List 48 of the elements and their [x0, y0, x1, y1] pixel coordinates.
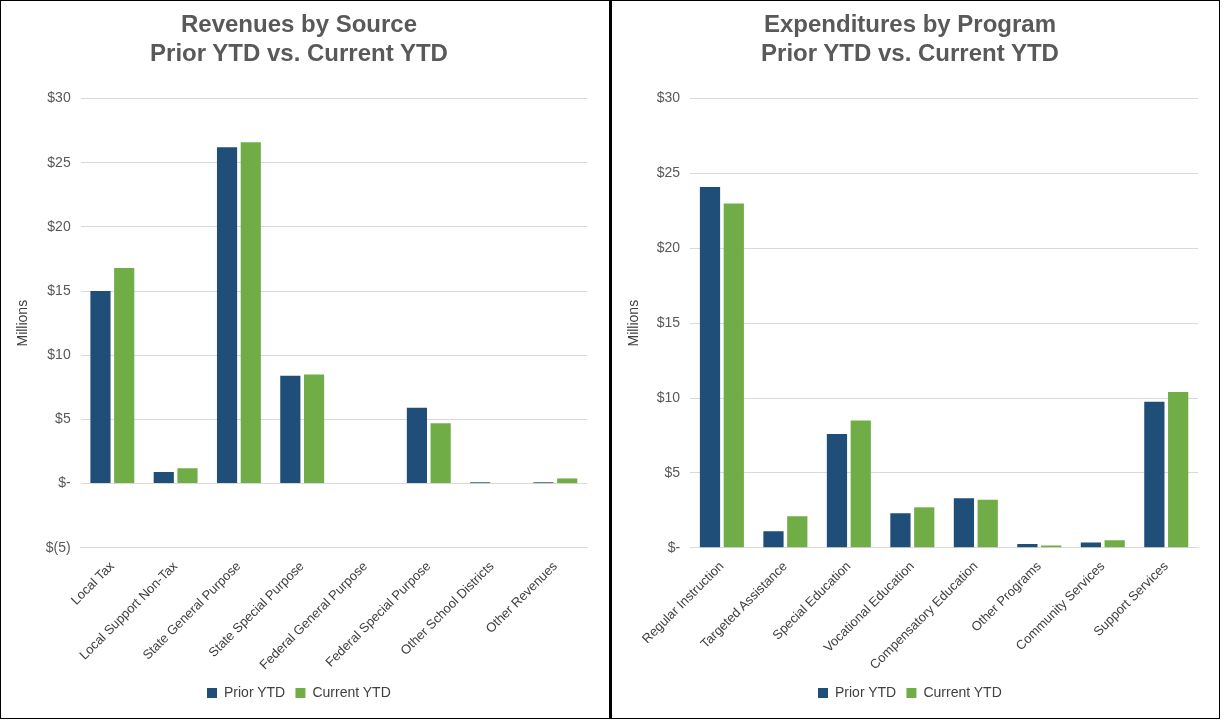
bar	[216, 147, 238, 484]
bar	[1168, 392, 1189, 548]
bar	[890, 513, 911, 548]
legend-label: Current YTD	[312, 683, 391, 700]
y-tick-label: $15	[656, 314, 681, 331]
y-tick-label: $30	[47, 89, 71, 106]
legend-label: Prior YTD	[223, 683, 286, 700]
y-tick-label: $20	[656, 239, 681, 256]
bar	[723, 203, 744, 548]
bar	[699, 186, 721, 548]
bar	[557, 478, 578, 484]
y-tick-label: $-	[667, 538, 681, 555]
y-tick-label: $(5)	[45, 538, 71, 555]
bar	[914, 507, 935, 548]
bar	[303, 374, 325, 484]
bar	[1144, 401, 1165, 548]
y-tick-label: $-	[58, 474, 72, 491]
bar	[1104, 540, 1125, 548]
legend-label: Current YTD	[923, 683, 1002, 700]
y-axis-title: Millions	[14, 299, 31, 347]
bar	[240, 142, 261, 484]
bar	[763, 531, 784, 548]
bar	[1017, 544, 1038, 548]
y-tick-label: $5	[55, 410, 71, 427]
y-tick-label: $10	[656, 388, 681, 405]
bar	[977, 499, 998, 548]
y-tick-label: $25	[656, 164, 681, 181]
bar	[850, 420, 871, 548]
bar	[280, 375, 301, 484]
chart-title: Expenditures by Program Prior YTD vs. Current YTD	[761, 10, 1059, 66]
bar	[826, 433, 848, 548]
chart-title: Revenues by Source Prior YTD vs. Current YTD	[150, 10, 448, 66]
bar	[153, 472, 174, 484]
y-tick-label: $20	[47, 217, 71, 234]
y-tick-label: $10	[47, 346, 71, 363]
bar	[90, 291, 111, 484]
y-tick-label: $15	[47, 281, 71, 298]
legend-label: Prior YTD	[834, 683, 897, 700]
bar	[953, 498, 975, 548]
y-tick-label: $30	[656, 89, 681, 106]
y-tick-label: $5	[664, 463, 681, 480]
bar	[406, 407, 427, 484]
bar	[114, 268, 135, 484]
y-axis-title: Millions	[625, 299, 642, 347]
bar	[430, 423, 451, 484]
y-tick-label: $25	[47, 153, 71, 170]
bar	[787, 516, 808, 548]
bar	[177, 468, 198, 484]
